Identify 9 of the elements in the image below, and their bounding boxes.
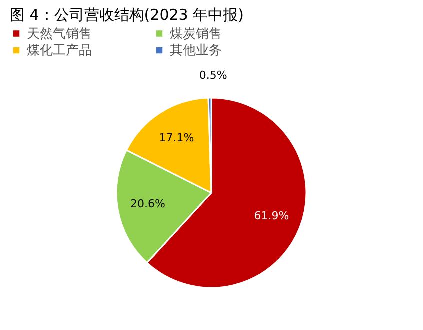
chart-title: 图 4：公司营收结构(2023 年中报) (10, 6, 244, 24)
data-label: 17.1% (159, 132, 194, 145)
legend-label: 其他业务 (170, 44, 222, 58)
data-label: 20.6% (130, 198, 166, 211)
data-label: 0.5% (199, 69, 228, 82)
data-label: 61.9% (254, 209, 290, 222)
legend-label: 煤炭销售 (170, 26, 222, 42)
legend-label: 天然气销售 (27, 26, 92, 42)
legend-label: 煤化工产品 (27, 44, 92, 58)
